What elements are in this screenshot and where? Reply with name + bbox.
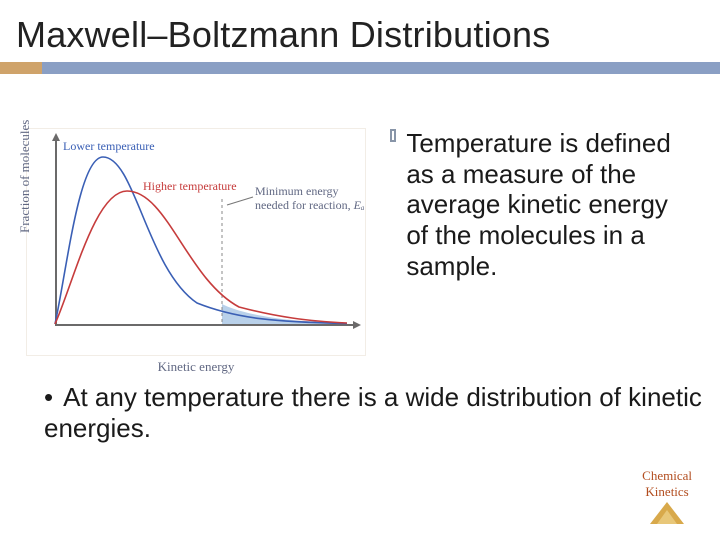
ea-label-line2: needed for reaction, (255, 198, 354, 212)
ea-symbol: Eₐ (354, 198, 365, 212)
lower-bullet-text: At any temperature there is a wide distr… (44, 382, 702, 443)
accent-blue (42, 62, 720, 74)
ea-label: Minimum energy needed for reaction, Eₐ (255, 185, 364, 213)
main-bullet-text: Temperature is defined as a measure of t… (406, 128, 694, 281)
maxwell-boltzmann-chart: Fraction of molecules Lower temperature … (26, 128, 366, 356)
text-column: Temperature is defined as a measure of t… (380, 128, 694, 356)
triangle-icon (650, 502, 684, 524)
dot-bullet-icon: • (44, 382, 53, 412)
lower-temp-label: Lower temperature (63, 139, 155, 154)
ea-pointer-line (227, 197, 253, 205)
higher-temp-label: Higher temperature (143, 179, 237, 194)
chart-column: Fraction of molecules Lower temperature … (26, 128, 374, 356)
curves-svg (27, 129, 367, 357)
main-bullet: Temperature is defined as a measure of t… (390, 128, 694, 281)
x-axis-label: Kinetic energy (158, 359, 235, 375)
accent-tan (0, 62, 42, 74)
square-bullet-icon (390, 129, 396, 142)
footer-logo: Chemical Kinetics (642, 468, 692, 524)
slide-title: Maxwell–Boltzmann Distributions (0, 0, 720, 62)
logo-line1: Chemical (642, 468, 692, 484)
title-accent-bar (0, 62, 720, 74)
content-row: Fraction of molecules Lower temperature … (0, 74, 720, 356)
ea-label-line1: Minimum energy (255, 184, 338, 198)
logo-line2: Kinetics (642, 484, 692, 500)
lower-bullet: •At any temperature there is a wide dist… (0, 356, 720, 443)
